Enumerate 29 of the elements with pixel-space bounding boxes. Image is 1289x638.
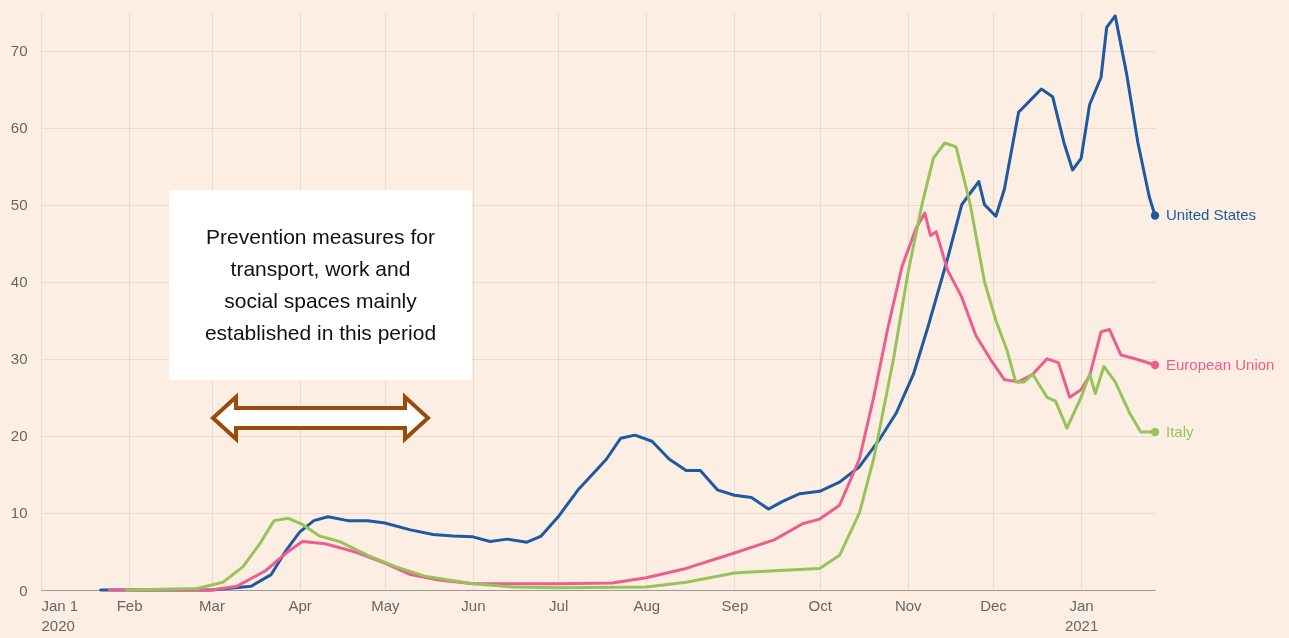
y-tick-label: 60 xyxy=(10,119,28,137)
x-tick-label: May xyxy=(371,596,401,614)
point xyxy=(1150,360,1160,370)
y-tick-label: 0 xyxy=(19,581,28,599)
x-tick-label: Nov xyxy=(894,596,923,614)
x-tick-label: Apr xyxy=(288,596,312,614)
series-label: European Union xyxy=(1166,355,1275,373)
series-label: Italy xyxy=(1166,423,1195,441)
x-tick-label: Sep xyxy=(721,596,749,614)
y-tick-label: 10 xyxy=(10,504,28,522)
point xyxy=(1150,211,1160,220)
annotation: Prevention measures for transport, work and social spaces mainly established in this period xyxy=(203,224,438,346)
x-tick-label: Mar xyxy=(199,596,225,614)
series-label: United States xyxy=(1166,206,1257,224)
y-tick-label: 30 xyxy=(10,350,28,368)
x-tick-label: Feb xyxy=(116,596,143,614)
x-tick-label: Jul xyxy=(549,596,569,614)
x-tick-label: Aug xyxy=(633,596,661,614)
y-tick-label: 50 xyxy=(10,196,28,214)
x-tick-label: Oct xyxy=(808,596,833,614)
y-tick-label: 40 xyxy=(10,273,28,291)
y-tick-label: 20 xyxy=(10,427,28,445)
point xyxy=(1150,427,1160,437)
y-tick-label: 70 xyxy=(10,42,28,60)
x-tick-label: Jun xyxy=(461,596,486,614)
x-tick-label: Jan 1 2020 xyxy=(41,596,79,634)
x-tick-label: Jan 2021 xyxy=(1064,596,1099,634)
note-box: Prevention measures for transport, work and social spaces mainly established in this period xyxy=(169,190,472,380)
x-tick-label: Dec xyxy=(980,596,1008,614)
